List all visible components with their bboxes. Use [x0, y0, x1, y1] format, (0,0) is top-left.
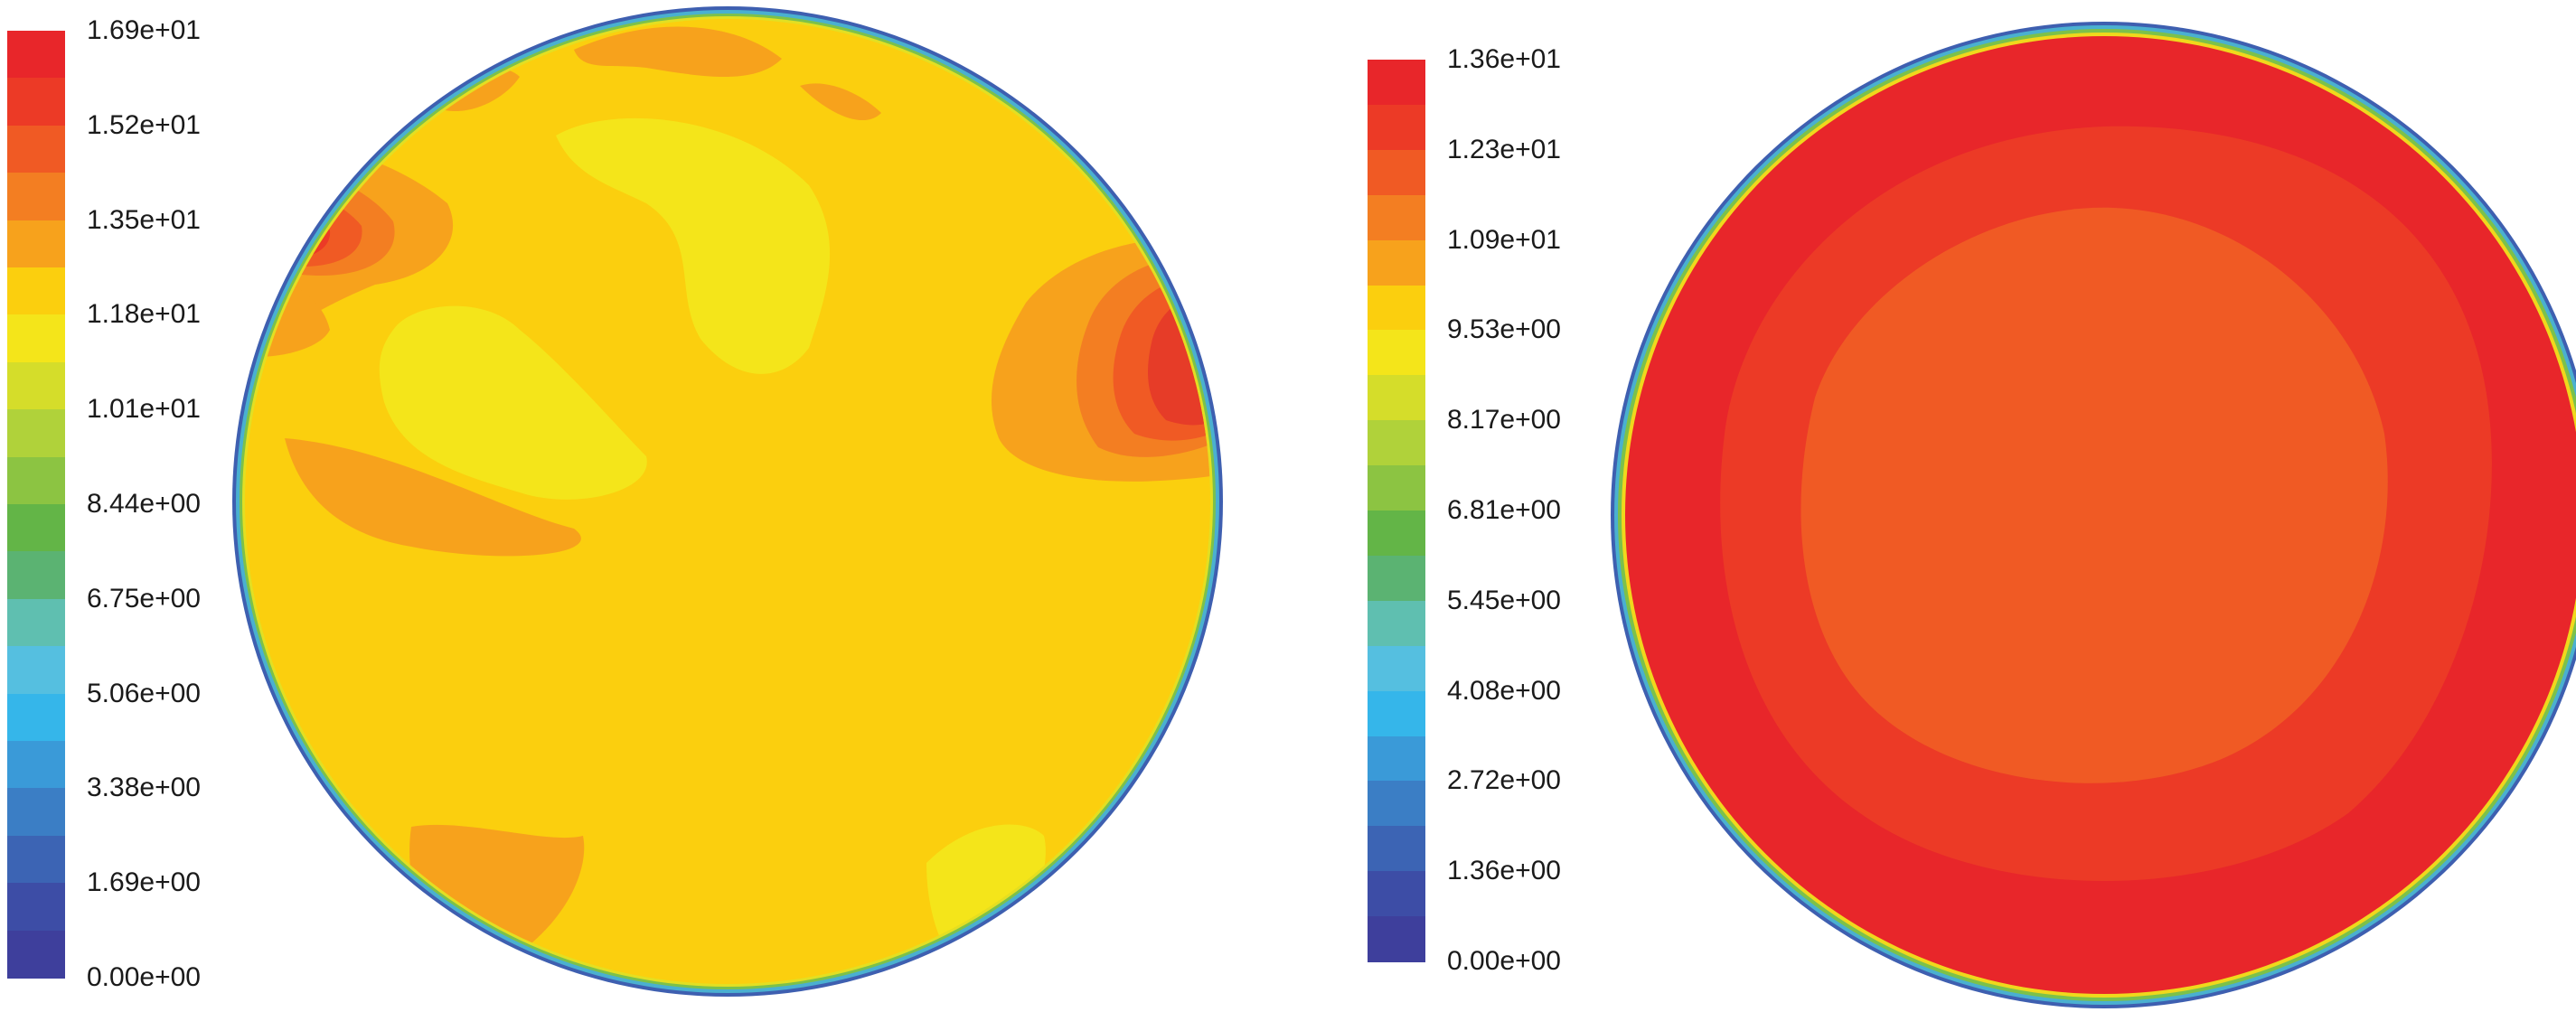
left-contour-panel: 1.69e+01 1.52e+01 1.35e+01 1.18e+01 1.01e+01…: [0, 0, 1288, 1000]
colorbar-tick-label: 1.36e+01: [1447, 46, 1561, 73]
colorbar-tick-label: 3.38e+00: [87, 774, 201, 801]
colorbar-tick-label: 1.69e+01: [87, 17, 201, 44]
colorbar-swatch: [1368, 781, 1425, 827]
colorbar-swatch: [1368, 871, 1425, 917]
colorbar-swatch: [7, 31, 65, 79]
colorbar-tick-label: 8.17e+00: [1447, 407, 1561, 434]
colorbar-swatch: [1368, 646, 1425, 692]
colorbar-swatch: [1368, 195, 1425, 241]
colorbar-swatch: [7, 551, 65, 599]
colorbar-swatch: [1368, 826, 1425, 872]
colorbar-swatch: [1368, 330, 1425, 376]
colorbar-tick-label: 8.44e+00: [87, 491, 201, 518]
colorbar-swatch: [1368, 916, 1425, 962]
colorbar-swatch: [1368, 556, 1425, 602]
colorbar-tick-label: 1.69e+00: [87, 869, 201, 896]
colorbar-tick-label: 1.35e+01: [87, 207, 201, 234]
colorbar-tick-label: 5.06e+00: [87, 680, 201, 707]
colorbar-swatch: [7, 836, 65, 884]
colorbar-tick-label: 9.53e+00: [1447, 316, 1561, 343]
left-contour-plot: [230, 5, 1225, 998]
colorbar-tick-label: 4.08e+00: [1447, 678, 1561, 705]
colorbar-tick-label: 5.45e+00: [1447, 587, 1561, 614]
right-contour-plot: [1607, 18, 2576, 1012]
colorbar-swatch: [1368, 286, 1425, 332]
colorbar-tick-label: 1.09e+01: [1447, 227, 1561, 254]
colorbar-tick-label: 6.81e+00: [1447, 497, 1561, 524]
colorbar-swatch: [7, 788, 65, 836]
colorbar-swatch: [7, 126, 65, 173]
colorbar-swatch: [7, 931, 65, 979]
colorbar-swatch: [1368, 511, 1425, 557]
yellow-patch-bottom-right: [926, 825, 1046, 980]
colorbar-swatch: [7, 78, 65, 126]
colorbar-swatch: [1368, 465, 1425, 511]
colorbar-swatch: [1368, 60, 1425, 106]
colorbar-swatch: [1368, 150, 1425, 196]
colorbar-swatch: [7, 173, 65, 220]
left-colorbar: [7, 31, 65, 978]
colorbar-swatch: [7, 741, 65, 789]
colorbar-swatch: [7, 220, 65, 268]
colorbar-tick-label: 1.52e+01: [87, 112, 201, 139]
left-spot-core: [249, 207, 307, 256]
colorbar-tick-label: 1.23e+01: [1447, 136, 1561, 164]
colorbar-swatch: [1368, 420, 1425, 466]
colorbar-swatch: [7, 362, 65, 410]
colorbar-swatch: [7, 314, 65, 362]
colorbar-swatch: [7, 457, 65, 505]
colorbar-swatch: [7, 883, 65, 931]
colorbar-swatch: [1368, 601, 1425, 647]
core-region: [1800, 208, 2387, 783]
colorbar-swatch: [1368, 691, 1425, 737]
colorbar-tick-label: 1.18e+01: [87, 301, 201, 328]
colorbar-swatch: [7, 409, 65, 457]
colorbar-swatch: [1368, 736, 1425, 782]
colorbar-tick-label: 0.00e+00: [1447, 948, 1561, 975]
colorbar-swatch: [7, 694, 65, 742]
right-contour-panel: 1.36e+01 1.23e+01 1.09e+01 9.53e+00 8.17e+00…: [1288, 0, 2576, 1000]
colorbar-tick-label: 0.00e+00: [87, 964, 201, 991]
colorbar-tick-label: 2.72e+00: [1447, 767, 1561, 794]
colorbar-swatch: [7, 599, 65, 647]
colorbar-tick-label: 6.75e+00: [87, 586, 201, 613]
colorbar-tick-label: 1.36e+00: [1447, 857, 1561, 885]
colorbar-swatch: [1368, 105, 1425, 151]
colorbar-swatch: [7, 646, 65, 694]
colorbar-swatch: [7, 267, 65, 315]
contour-fill-group: [1607, 18, 2576, 1012]
right-colorbar: [1368, 60, 1425, 961]
colorbar-swatch: [1368, 375, 1425, 421]
colorbar-tick-label: 1.01e+01: [87, 396, 201, 423]
colorbar-swatch: [7, 504, 65, 552]
colorbar-swatch: [1368, 240, 1425, 286]
